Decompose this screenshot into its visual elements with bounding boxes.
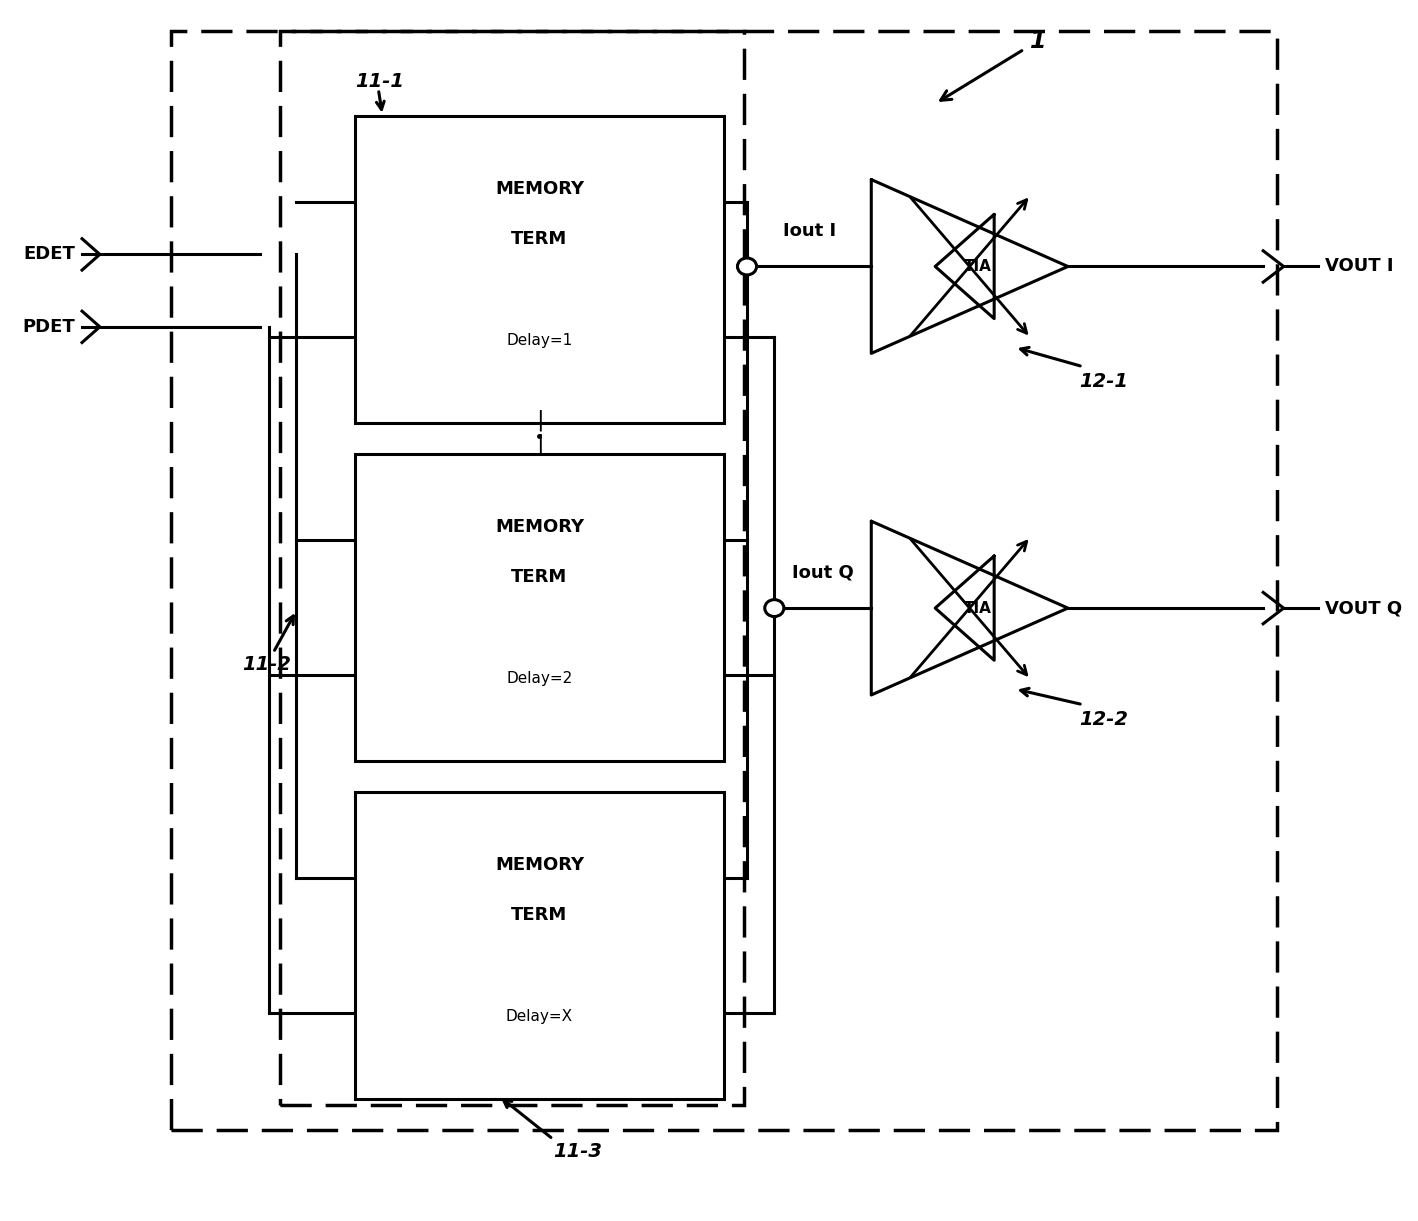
Text: 11-3: 11-3 (553, 1142, 603, 1161)
Text: 12-2: 12-2 (1079, 709, 1127, 729)
Bar (354, 116, 723, 424)
Text: 1: 1 (1029, 29, 1046, 53)
Text: TERM: TERM (512, 568, 567, 586)
Text: MEMORY: MEMORY (495, 181, 584, 199)
Text: TERM: TERM (512, 906, 567, 924)
Circle shape (764, 600, 784, 617)
Text: |: | (536, 409, 543, 431)
Text: Delay=2: Delay=2 (506, 670, 573, 686)
Text: 11-1: 11-1 (354, 72, 404, 92)
Text: TIA: TIA (963, 601, 991, 615)
Text: Iout Q: Iout Q (791, 564, 854, 581)
Text: TERM: TERM (512, 230, 567, 248)
Text: PDET: PDET (23, 317, 75, 336)
Bar (170, 31, 1276, 1129)
Text: Iout I: Iout I (783, 222, 835, 239)
Text: EDET: EDET (23, 245, 75, 264)
Text: TIA: TIA (963, 259, 991, 274)
Text: MEMORY: MEMORY (495, 856, 584, 874)
Bar (354, 791, 723, 1099)
Circle shape (737, 258, 757, 275)
Text: MEMORY: MEMORY (495, 519, 584, 536)
Text: Delay=X: Delay=X (506, 1009, 573, 1023)
Text: Delay=1: Delay=1 (506, 333, 573, 348)
Text: VOUT I: VOUT I (1324, 258, 1392, 276)
Text: 11-2: 11-2 (242, 656, 291, 674)
Bar (354, 453, 723, 762)
Bar (279, 31, 744, 1105)
Text: |: | (536, 433, 543, 455)
Text: VOUT Q: VOUT Q (1324, 600, 1402, 617)
Text: 12-1: 12-1 (1079, 371, 1127, 391)
